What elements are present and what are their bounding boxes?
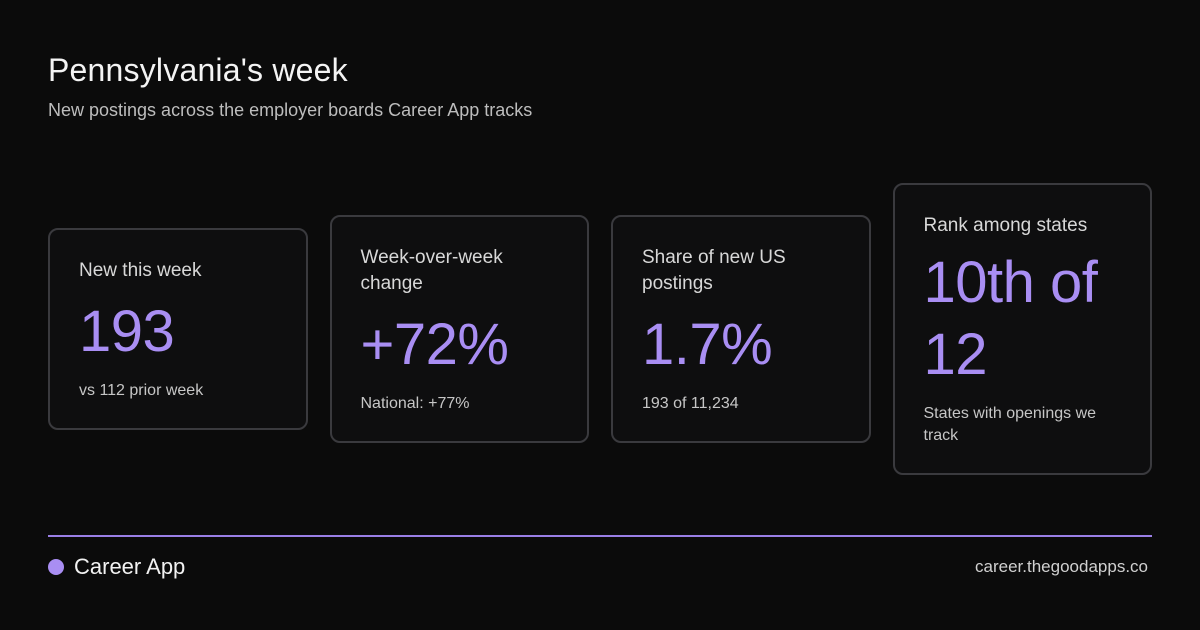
brand-name: Career App — [74, 554, 186, 579]
stat-card-note: National: +77% — [360, 395, 470, 412]
stat-card-value: 1.7% — [642, 312, 773, 377]
stat-card-label: New this week — [79, 260, 202, 281]
stat-card-label: Week-over-week change — [360, 247, 503, 294]
stat-cards: New this week 193 vs 112 prior week Week… — [48, 179, 1152, 479]
stat-card-note: States with openings we track — [923, 405, 1097, 444]
site-url: career.thegoodapps.co — [975, 557, 1148, 576]
brand-dot-icon — [48, 559, 64, 575]
stat-card-week-over-week: Week-over-week change +72% National: +77… — [329, 215, 589, 443]
stat-card-value: 193 — [79, 299, 175, 364]
stat-card-share-of-us: Share of new US postings 1.7% 193 of 11,… — [611, 215, 871, 443]
footer-divider — [48, 535, 1152, 537]
stat-card-label: Share of new US postings — [642, 247, 786, 294]
stat-card-rank: Rank among states 10th of 12 States with… — [892, 183, 1152, 475]
stat-card-value: +72% — [360, 312, 509, 377]
page-subtitle: New postings across the employer boards … — [48, 100, 533, 120]
stat-card-note: vs 112 prior week — [79, 382, 204, 399]
stat-card-new-this-week: New this week 193 vs 112 prior week — [48, 228, 308, 430]
stat-card-note: 193 of 11,234 — [642, 395, 739, 412]
page-title: Pennsylvania's week — [48, 52, 348, 88]
stat-card-label: Rank among states — [923, 215, 1088, 236]
footer-brand: Career App — [48, 554, 185, 580]
stat-card-value: 10th of 12 — [923, 250, 1098, 387]
